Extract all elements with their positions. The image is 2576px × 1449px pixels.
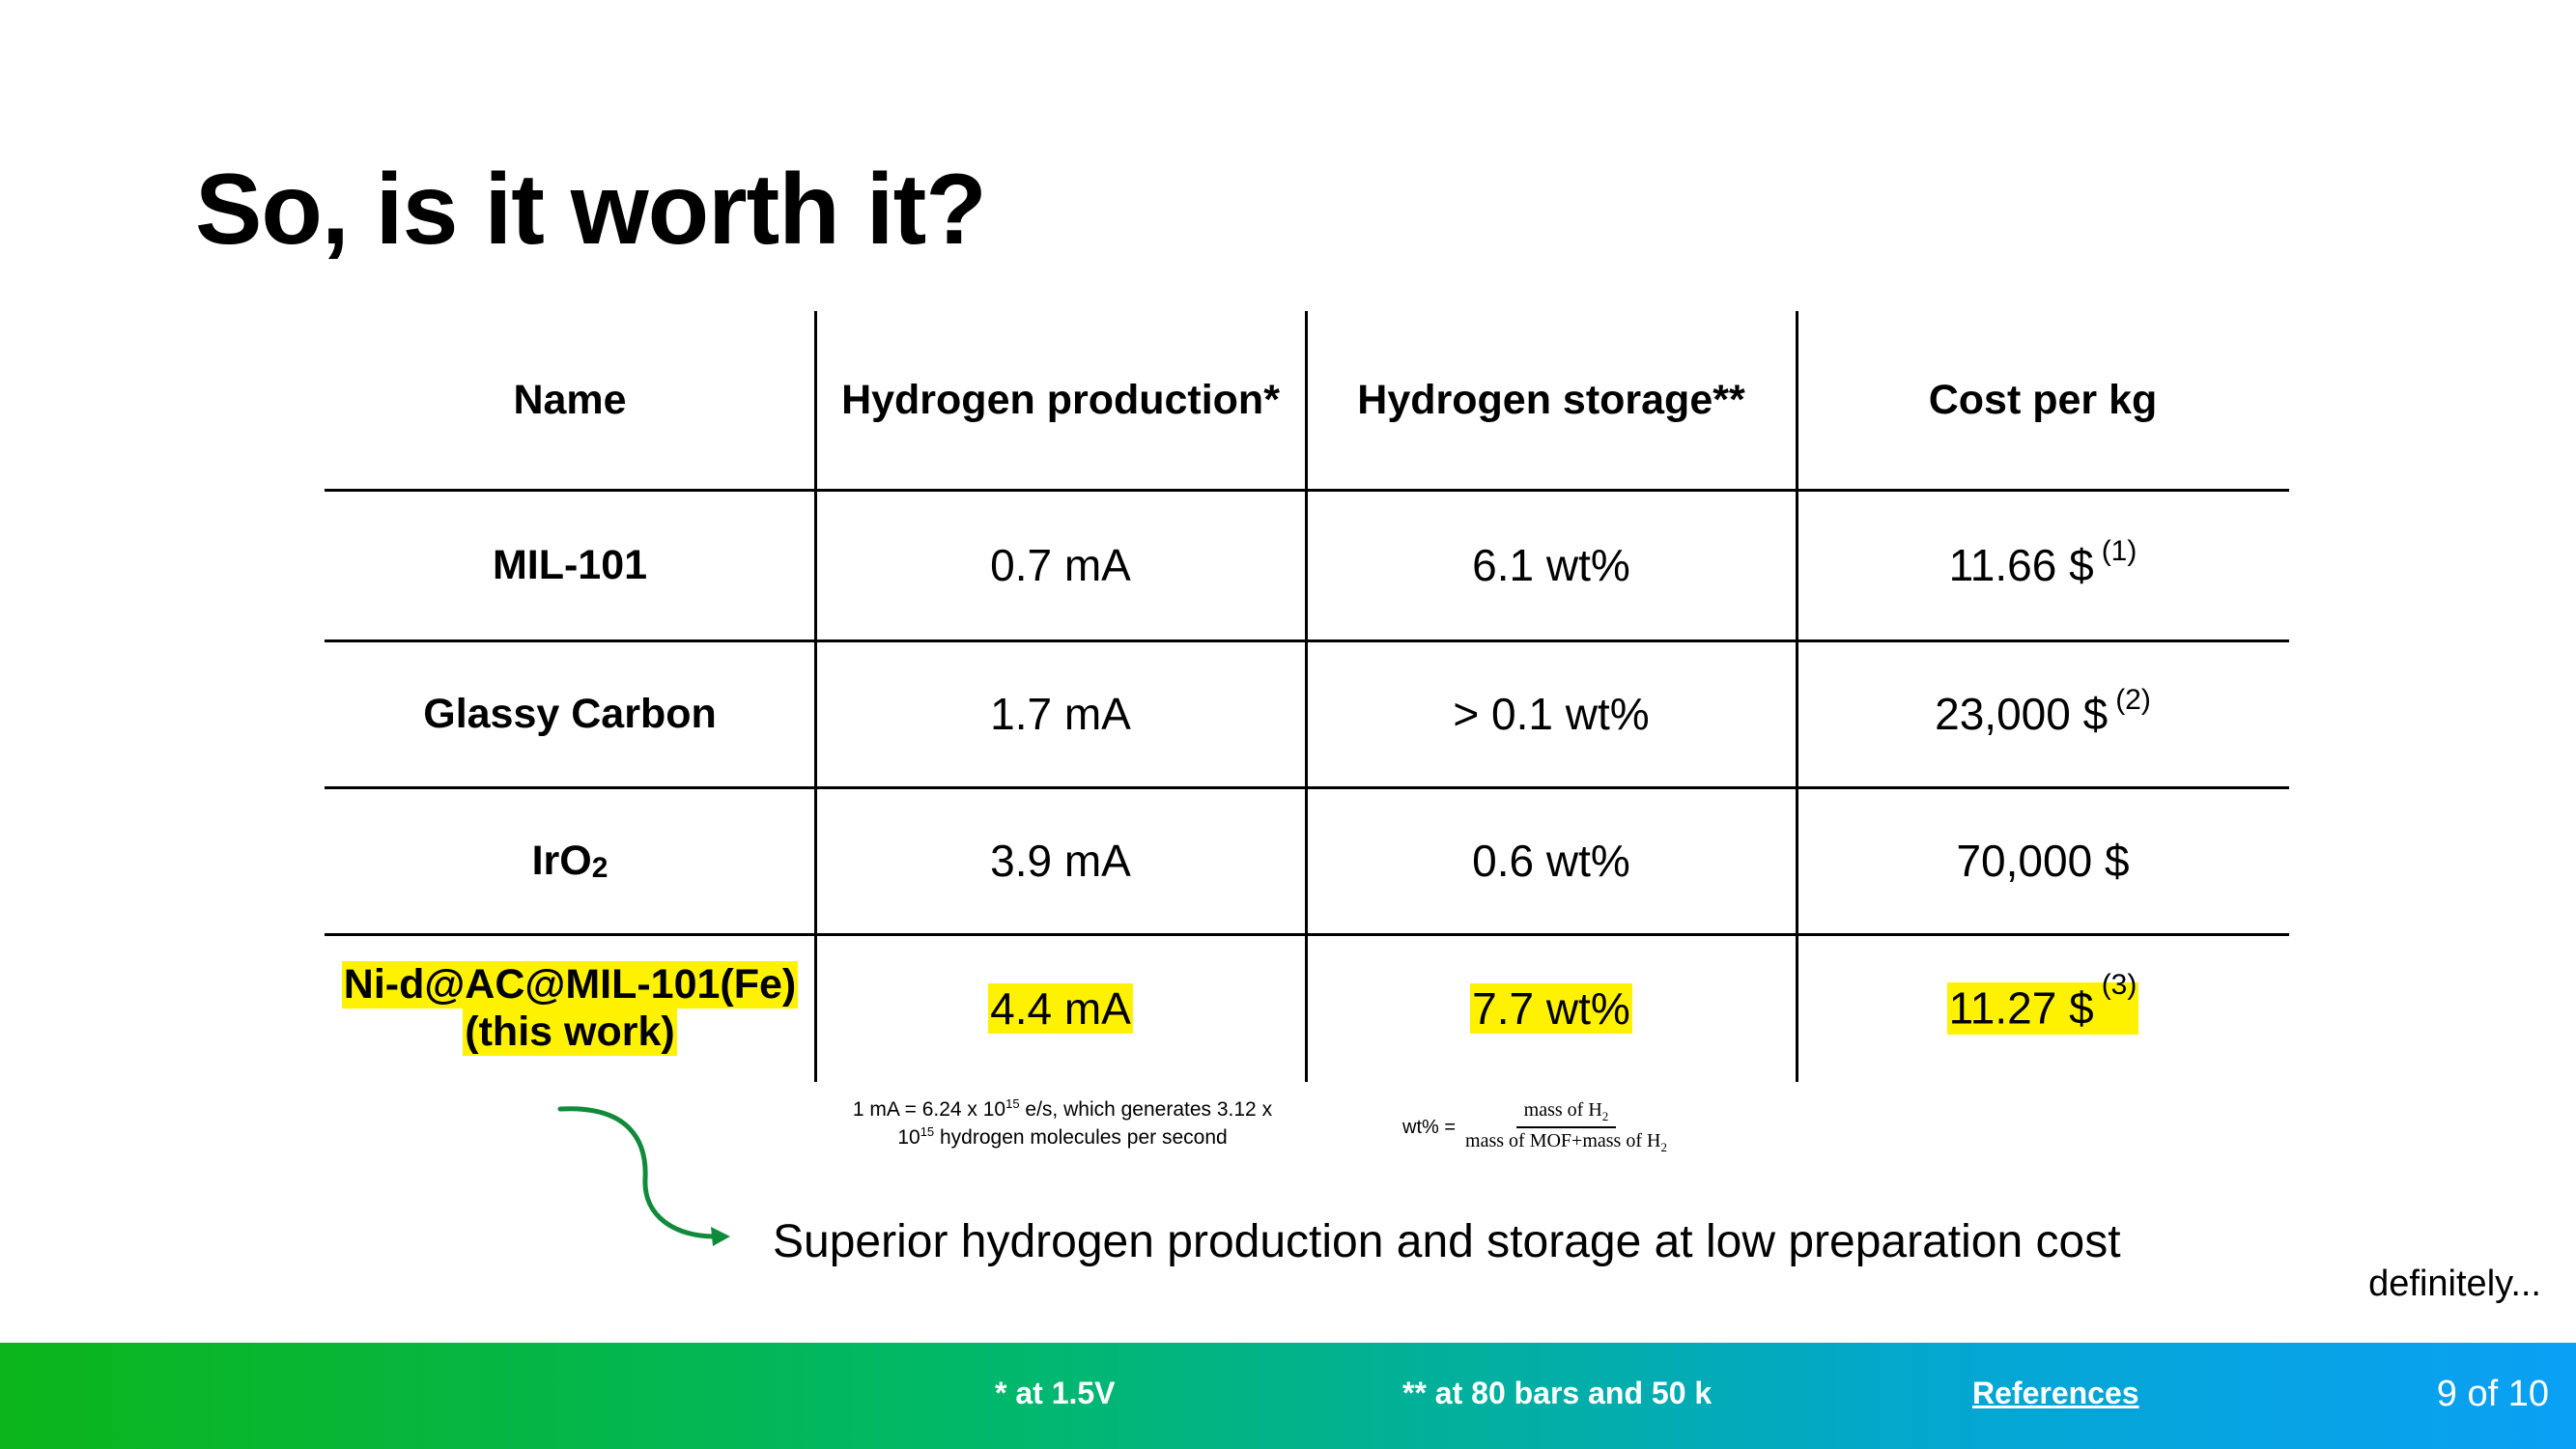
production-value: 4.4 mA — [988, 982, 1133, 1035]
row-production: 4.4 mA — [815, 935, 1306, 1082]
footer-note-pressure: ** at 80 bars and 50 k — [1402, 1376, 1713, 1410]
row-storage: > 0.1 wt% — [1453, 689, 1650, 740]
name-text-line2: (this work) — [463, 1009, 677, 1057]
row-storage: 0.6 wt% — [1472, 836, 1630, 887]
slide-title: So, is it worth it? — [195, 154, 987, 266]
footnote-line-2: 1015 hydrogen molecules per second — [897, 1124, 1228, 1150]
formula-denominator: mass of MOF+mass of H2 — [1465, 1130, 1667, 1154]
row-divider — [325, 933, 2289, 936]
row-cost: 11.27 $ (3) — [1797, 935, 2289, 1082]
row-cost: 23,000 $ (2) — [1797, 641, 2289, 787]
row-divider — [325, 489, 2289, 492]
references-link[interactable]: References — [1972, 1376, 2139, 1410]
cost-reference: (3) — [2101, 969, 2137, 1002]
storage-value: 7.7 wt% — [1470, 982, 1632, 1035]
cost-reference: (2) — [2115, 684, 2151, 717]
aside-text: definitely... — [2368, 1264, 2541, 1304]
column-divider — [1796, 311, 1798, 1082]
column-divider — [814, 311, 817, 1082]
row-divider — [325, 639, 2289, 642]
footer-note-voltage: * at 1.5V — [995, 1376, 1116, 1410]
cost-value: 23,000 $ — [1935, 689, 2109, 740]
cost-reference: (1) — [2101, 535, 2137, 568]
cost-value: 70,000 $ — [1956, 836, 2130, 887]
conclusion-text: Superior hydrogen production and storage… — [773, 1216, 2121, 1267]
production-footnote: 1 mA = 6.24 x 1015 e/s, which generates … — [831, 1095, 1294, 1152]
row-production: 3.9 mA — [990, 836, 1131, 887]
row-name-glassy-carbon: Glassy Carbon — [423, 690, 717, 737]
header-storage: Hydrogen storage** — [1357, 377, 1745, 424]
comparison-table: Name Hydrogen production* Hydrogen stora… — [325, 311, 2289, 1082]
curved-arrow-icon — [557, 1106, 730, 1246]
cost-value-highlight: 11.27 $ (3) — [1946, 969, 2139, 1035]
header-production: Hydrogen production* — [841, 377, 1280, 424]
row-name-mil101: MIL-101 — [492, 541, 648, 588]
row-production: 1.7 mA — [990, 689, 1131, 740]
name-subscript: 2 — [591, 852, 609, 885]
footer-bar: * at 1.5V ** at 80 bars and 50 k Referen… — [0, 1343, 2576, 1449]
cost-value: 11.66 $ — [1948, 540, 2094, 591]
cost-value: 11.27 $ — [1948, 982, 2094, 1034]
row-cost: 70,000 $ — [1797, 788, 2289, 934]
formula-label: wt% = — [1402, 1116, 1457, 1138]
formula-numerator: mass of H2 — [1515, 1099, 1617, 1128]
header-name: Name — [513, 377, 627, 424]
formula-fraction: mass of H2 mass of MOF+mass of H2 — [1465, 1099, 1667, 1155]
row-production: 0.7 mA — [990, 540, 1131, 591]
wt-formula: wt% = mass of H2 mass of MOF+mass of H2 — [1402, 1099, 1667, 1155]
header-cost: Cost per kg — [1928, 377, 2158, 424]
footnote-line-1: 1 mA = 6.24 x 1015 e/s, which generates … — [852, 1096, 1273, 1121]
name-text: IrO — [531, 837, 592, 884]
column-divider — [1305, 311, 1308, 1082]
row-name-iro2: IrO 2 — [325, 788, 815, 934]
name-text: Ni-d@AC@MIL-101(Fe) — [341, 960, 799, 1009]
page-number: 9 of 10 — [2436, 1374, 2549, 1414]
row-storage: 7.7 wt% — [1306, 935, 1797, 1082]
row-divider — [325, 786, 2289, 789]
row-name-this-work: Ni-d@AC@MIL-101(Fe) (this work) — [325, 935, 815, 1082]
row-storage: 6.1 wt% — [1472, 540, 1630, 591]
row-cost: 11.66 $ (1) — [1797, 491, 2289, 640]
